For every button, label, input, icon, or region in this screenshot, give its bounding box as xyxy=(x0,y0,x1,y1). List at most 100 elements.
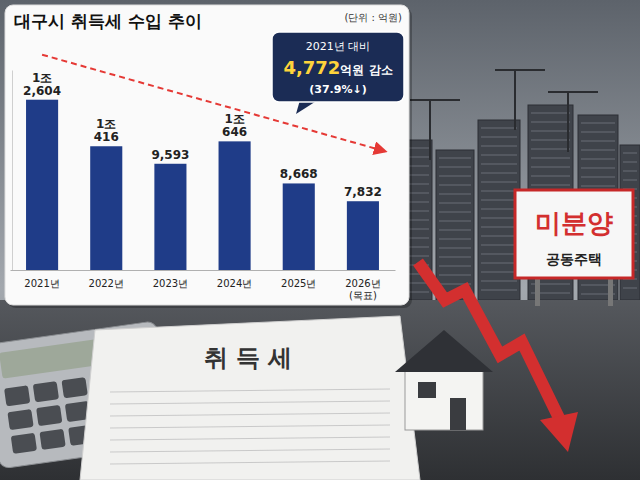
building-floor xyxy=(581,132,615,133)
building-floor xyxy=(439,257,471,258)
building-floor xyxy=(531,149,570,150)
data-label-line: 7,832 xyxy=(344,185,382,199)
calculator-key xyxy=(4,385,30,406)
building-floor xyxy=(481,245,517,246)
x-tick: 2023년 xyxy=(153,270,188,289)
building-floor xyxy=(481,137,517,138)
crane xyxy=(429,100,431,160)
x-tick: 2024년 xyxy=(217,270,252,289)
building-floor xyxy=(439,185,471,186)
building-floor xyxy=(481,155,517,156)
data-label-line: 1조 xyxy=(96,117,116,131)
x-tick-label-line: (목표) xyxy=(349,290,377,301)
bar xyxy=(90,146,122,270)
x-tick-label: 2026년(목표) xyxy=(345,278,380,301)
document-line xyxy=(110,413,390,416)
building-floor xyxy=(481,209,517,210)
y-axis-line xyxy=(12,71,13,271)
building-floor xyxy=(623,180,637,181)
calculator-key xyxy=(61,377,87,398)
data-label-line: 646 xyxy=(222,125,247,139)
building-floor xyxy=(439,158,471,159)
building-floor xyxy=(439,239,471,240)
bar xyxy=(26,100,58,270)
building-floor xyxy=(623,171,637,172)
sign-title: 미분양 xyxy=(535,208,613,238)
building-floor xyxy=(623,153,637,154)
building-floor xyxy=(531,113,570,114)
building-floor xyxy=(439,212,471,213)
sign-board xyxy=(515,190,633,278)
building-floor xyxy=(481,254,517,255)
building-floor xyxy=(481,236,517,237)
crane xyxy=(548,91,598,93)
document-line xyxy=(110,437,390,440)
x-tick-label: 2025년 xyxy=(281,278,316,289)
data-label: 8,668 xyxy=(280,167,318,181)
building-floor xyxy=(439,266,471,267)
calculator-key xyxy=(11,433,37,454)
x-tick: 2025년 xyxy=(281,270,316,289)
building-floor xyxy=(581,150,615,151)
bar xyxy=(283,183,315,270)
building-floor xyxy=(481,173,517,174)
building-floor xyxy=(623,288,637,289)
house-door xyxy=(450,398,466,430)
document-line xyxy=(110,389,390,392)
callout-percent: (37.9%↓) xyxy=(309,83,366,96)
building-floor xyxy=(531,185,570,186)
data-label: 1조416 xyxy=(94,117,119,144)
y-axis xyxy=(12,71,13,271)
chart-title: 대구시 취득세 수입 추이 xyxy=(14,11,202,31)
building-floor xyxy=(439,176,471,177)
building-floor xyxy=(481,146,517,147)
building-floor xyxy=(439,230,471,231)
x-tick: 2026년(목표) xyxy=(345,270,380,301)
building xyxy=(436,150,474,300)
x-tick-label-line: 2026년 xyxy=(345,278,380,289)
building-floor xyxy=(481,281,517,282)
panel xyxy=(5,5,409,305)
building-floor xyxy=(481,164,517,165)
sign: 미분양공동주택 xyxy=(515,190,633,306)
building-floor xyxy=(439,194,471,195)
building-floor xyxy=(439,203,471,204)
building-floor xyxy=(481,272,517,273)
calculator-key xyxy=(33,381,59,402)
calculator-key xyxy=(7,409,33,430)
x-tick-label: 2023년 xyxy=(153,278,188,289)
building-floor xyxy=(481,128,517,129)
trend-arrow xyxy=(42,55,385,152)
x-axis-line xyxy=(11,270,396,271)
x-tick-label: 2022년 xyxy=(89,278,124,289)
callout-amount-unit: 억원 감소 xyxy=(340,63,392,77)
building-floor xyxy=(439,275,471,276)
callout: 2021년 대비4,772억원 감소(37.9%↓) xyxy=(272,32,404,114)
data-label-line: 1조 xyxy=(32,71,52,85)
house xyxy=(395,330,493,430)
x-tick-label: 2021년 xyxy=(24,278,59,289)
data-label-line: 1조 xyxy=(224,112,244,126)
document-title: 취 득 세 xyxy=(204,344,293,372)
building-floor xyxy=(481,191,517,192)
calculator-key xyxy=(39,429,65,450)
chart-root: 취 득 세미분양공동주택대구시 취득세 수입 추이(단위 : 억원)2021년2… xyxy=(0,0,640,480)
building-floor xyxy=(531,176,570,177)
crane xyxy=(410,99,460,101)
building-floor xyxy=(581,168,615,169)
building-floor xyxy=(581,186,615,187)
bar xyxy=(219,141,251,270)
x-tick: 2022년 xyxy=(89,270,124,289)
building-floor xyxy=(439,167,471,168)
bar xyxy=(154,164,186,270)
building-floor xyxy=(481,290,517,291)
sign-post xyxy=(608,276,613,306)
house-body xyxy=(405,370,483,430)
document-line xyxy=(110,425,390,428)
x-tick-label: 2024년 xyxy=(217,278,252,289)
callout-box xyxy=(272,32,404,102)
building-floor xyxy=(581,159,615,160)
callout-amount: 4,772억원 감소 xyxy=(283,57,392,78)
data-label: 7,832 xyxy=(344,185,382,199)
callout-amount-number: 4,772 xyxy=(283,57,340,78)
